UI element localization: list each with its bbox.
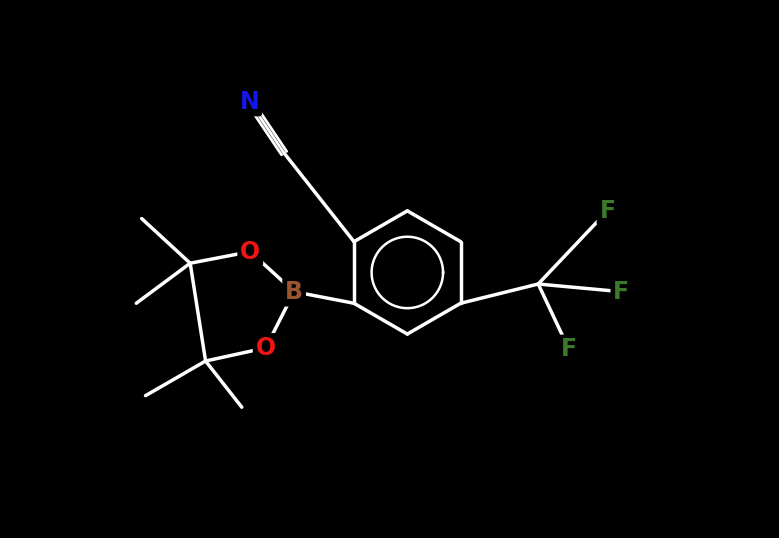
Text: O: O [256, 336, 276, 360]
Text: F: F [613, 280, 629, 304]
Text: F: F [561, 337, 577, 362]
Text: B: B [285, 280, 303, 304]
Text: N: N [240, 89, 259, 114]
Text: F: F [600, 199, 615, 223]
Text: O: O [240, 239, 260, 264]
